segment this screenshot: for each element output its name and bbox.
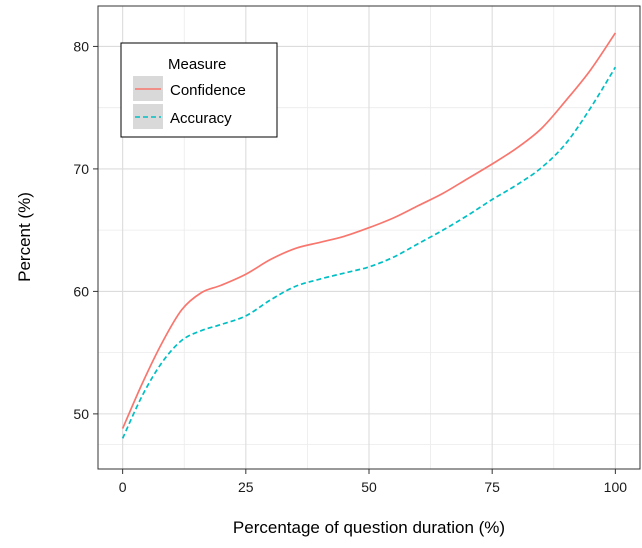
y-axis-title: Percent (%) (15, 192, 34, 282)
x-tick-label: 0 (119, 479, 127, 495)
legend-label-confidence: Confidence (170, 82, 246, 99)
x-tick-label: 50 (361, 479, 377, 495)
legend-label-accuracy: Accuracy (170, 110, 232, 127)
series-line-confidence (121, 32, 617, 429)
x-tick-label: 25 (238, 479, 254, 495)
y-tick-label: 80 (73, 38, 89, 54)
series-line-accuracy (121, 66, 617, 439)
legend-title: Measure (168, 56, 226, 73)
x-axis-title: Percentage of question duration (%) (233, 518, 505, 537)
legend: Measure Confidence Accuracy (120, 42, 278, 138)
x-tick-label: 100 (604, 479, 628, 495)
y-tick-label: 70 (73, 161, 89, 177)
x-axis-ticks: 0 25 50 75 100 (119, 469, 628, 495)
x-tick-label: 75 (484, 479, 500, 495)
y-tick-label: 50 (73, 406, 89, 422)
y-tick-label: 60 (73, 283, 89, 299)
y-axis-ticks: 50 60 70 80 (73, 38, 98, 422)
series-layer (121, 32, 617, 439)
gridlines (98, 6, 640, 469)
